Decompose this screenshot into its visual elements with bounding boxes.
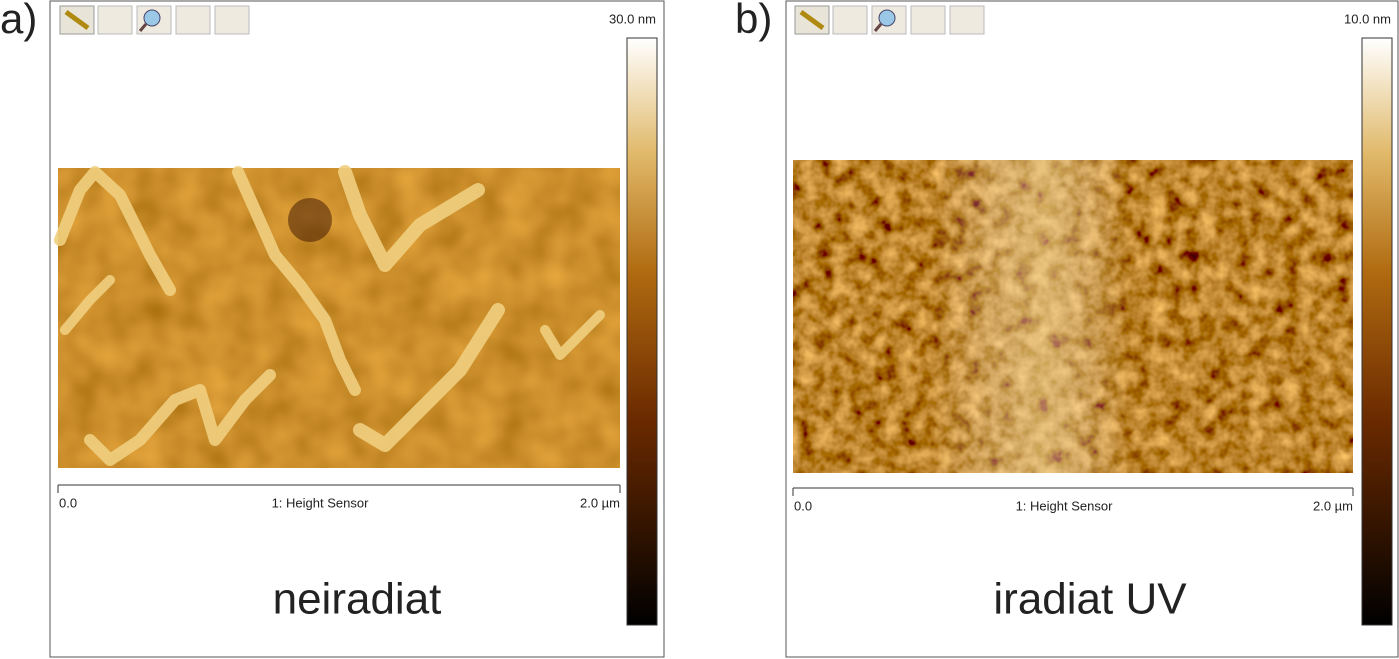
x-start: 0.0 bbox=[59, 495, 77, 510]
x-title: 1: Height Sensor bbox=[272, 495, 370, 510]
scale-max: 30.0 nm bbox=[609, 11, 656, 26]
color-bar bbox=[1361, 37, 1393, 626]
panel-a: a) 30.0 nm 0.0 1: Height Sensor 2.0 µm n… bbox=[0, 0, 665, 658]
afm-image bbox=[793, 160, 1353, 473]
x-end: 2.0 µm bbox=[1313, 498, 1353, 513]
caption: neiradiat bbox=[273, 575, 442, 624]
x-end: 2.0 µm bbox=[580, 495, 620, 510]
toolbar[interactable] bbox=[795, 6, 984, 34]
toolbar[interactable] bbox=[60, 6, 249, 34]
afm-image bbox=[54, 165, 620, 468]
panel-b: b) 10.0 nm 0.0 1: Height Sensor 2.0 µm i… bbox=[735, 0, 1399, 658]
panel-label: b) bbox=[735, 0, 772, 42]
panel-label: a) bbox=[0, 0, 37, 42]
color-bar bbox=[626, 37, 658, 626]
caption: iradiat UV bbox=[993, 575, 1187, 624]
x-start: 0.0 bbox=[794, 498, 812, 513]
x-title: 1: Height Sensor bbox=[1016, 498, 1114, 513]
scale-max: 10.0 nm bbox=[1344, 11, 1391, 26]
